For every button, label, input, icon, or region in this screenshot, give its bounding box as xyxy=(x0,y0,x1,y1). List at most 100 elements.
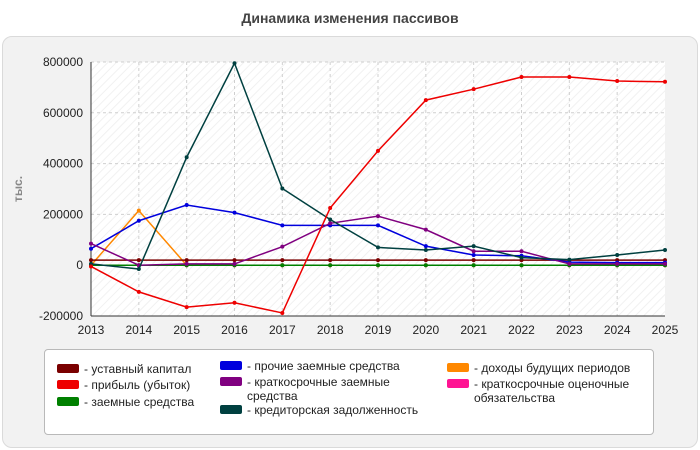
y-tick-label: 0 xyxy=(76,258,83,272)
legend-label: - краткосрочные оценочные обязательства xyxy=(474,377,630,405)
data-point xyxy=(280,258,285,263)
data-point xyxy=(89,241,93,246)
data-point xyxy=(136,289,141,294)
data-point xyxy=(376,258,380,263)
data-point xyxy=(376,245,380,250)
x-tick-label: 2019 xyxy=(365,323,392,337)
x-tick-label: 2014 xyxy=(125,323,152,337)
data-point xyxy=(423,263,428,268)
data-point xyxy=(328,206,333,211)
data-point xyxy=(184,305,189,310)
data-point xyxy=(376,148,380,153)
data-point xyxy=(184,155,189,160)
data-point xyxy=(471,253,476,258)
data-point xyxy=(471,244,476,249)
x-tick-label: 2018 xyxy=(317,323,344,337)
data-point xyxy=(136,267,141,272)
data-point xyxy=(280,310,285,315)
data-point xyxy=(423,244,428,249)
legend-label: - прочие заемные средства xyxy=(247,359,400,373)
x-tick-label: 2025 xyxy=(652,323,679,337)
data-point xyxy=(184,203,189,208)
data-point xyxy=(423,227,428,232)
data-point xyxy=(328,263,333,268)
data-point xyxy=(89,264,93,269)
legend-swatch xyxy=(220,361,242,370)
x-tick-label: 2021 xyxy=(460,323,487,337)
data-point xyxy=(423,258,428,263)
data-point xyxy=(328,258,333,263)
y-tick-label: 200000 xyxy=(43,207,83,221)
legend-swatch xyxy=(220,405,242,414)
data-point xyxy=(519,74,524,79)
legend-label: - заемные средства xyxy=(84,395,195,409)
data-point xyxy=(184,261,189,266)
data-point xyxy=(376,263,380,268)
data-point xyxy=(471,258,476,263)
data-point xyxy=(423,98,428,103)
y-tick-label: 400000 xyxy=(43,157,83,171)
legend-swatch xyxy=(57,380,79,389)
legend-swatch xyxy=(57,364,79,373)
data-point xyxy=(232,210,237,215)
x-tick-label: 2015 xyxy=(173,323,200,337)
legend-swatch xyxy=(220,377,242,386)
data-point xyxy=(89,258,93,263)
data-point xyxy=(136,208,141,213)
chart-legend: - уставный капитал - прибыль (убыток) - за… xyxy=(44,349,654,435)
data-point xyxy=(376,214,380,219)
data-point xyxy=(519,263,524,268)
x-tick-label: 2024 xyxy=(604,323,631,337)
y-tick-label: 800000 xyxy=(43,55,83,69)
data-point xyxy=(232,300,237,305)
data-point xyxy=(567,261,572,266)
data-point xyxy=(663,79,667,84)
legend-label: - уставный капитал xyxy=(84,362,192,376)
data-point xyxy=(280,223,285,228)
x-tick-label: 2016 xyxy=(221,323,248,337)
data-point xyxy=(471,87,476,92)
data-point xyxy=(471,249,476,254)
data-point xyxy=(280,186,285,191)
data-point xyxy=(328,221,333,226)
x-tick-label: 2023 xyxy=(556,323,583,337)
data-point xyxy=(89,246,93,251)
data-point xyxy=(376,223,380,228)
data-point xyxy=(615,79,620,84)
y-tick-label: -200000 xyxy=(39,309,83,323)
data-point xyxy=(471,263,476,268)
data-point xyxy=(232,258,237,263)
data-point xyxy=(567,257,572,262)
data-point xyxy=(423,247,428,252)
legend-swatch xyxy=(57,397,79,406)
data-point xyxy=(280,244,285,249)
data-point xyxy=(519,249,524,254)
x-tick-label: 2020 xyxy=(412,323,439,337)
legend-label: - доходы будущих периодов xyxy=(474,361,631,375)
data-point xyxy=(615,253,620,258)
x-tick-label: 2022 xyxy=(508,323,535,337)
data-point xyxy=(567,74,572,79)
data-point xyxy=(615,261,620,266)
data-point xyxy=(232,61,237,66)
data-point xyxy=(136,258,141,263)
data-point xyxy=(184,258,189,263)
legend-label: - прибыль (убыток) xyxy=(84,378,191,392)
y-axis-label: тыс. xyxy=(11,176,25,202)
data-point xyxy=(280,263,285,268)
data-point xyxy=(136,218,141,223)
data-point xyxy=(663,261,667,266)
legend-swatch xyxy=(447,363,469,372)
data-point xyxy=(519,255,524,260)
x-tick-label: 2013 xyxy=(78,323,105,337)
y-tick-label: 600000 xyxy=(43,106,83,120)
data-point xyxy=(663,247,667,252)
legend-swatch xyxy=(447,379,469,388)
chart-title: Динамика изменения пассивов xyxy=(241,10,459,26)
data-point xyxy=(328,217,333,222)
legend-label: - кредиторская задолженность xyxy=(247,403,419,417)
x-tick-label: 2017 xyxy=(269,323,296,337)
legend-label: - краткосрочные заемные средства xyxy=(247,375,390,403)
data-point xyxy=(232,261,237,266)
